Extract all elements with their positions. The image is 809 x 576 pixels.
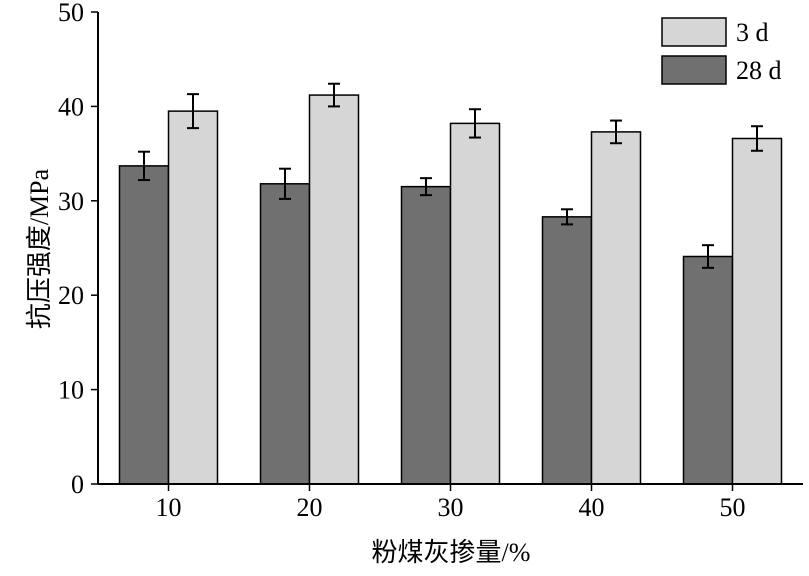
bar-28d-20 [259, 183, 311, 485]
legend: 3 d 28 d [661, 17, 782, 85]
bar-3d-40 [590, 131, 642, 485]
y-tick-label-50: 50 [58, 0, 84, 27]
legend-label-3d: 3 d [736, 18, 769, 47]
bar-28d-50 [682, 255, 734, 485]
error-bars-layer [138, 82, 763, 269]
bars-layer [118, 94, 783, 485]
x-axis-title: 粉煤灰掺量/% [372, 538, 531, 567]
bar-3d-20 [308, 94, 360, 485]
x-tick-label-10: 10 [156, 493, 182, 522]
bar-28d-10 [118, 165, 170, 485]
bar-28d-40 [541, 216, 593, 485]
y-axis-title: 抗压强度/MPa [25, 168, 54, 329]
y-tick-label-0: 0 [71, 470, 84, 499]
bar-28d-30 [400, 185, 452, 485]
x-tick-label-40: 40 [579, 493, 605, 522]
axes-layer: 10 20 30 40 50 0 10 20 30 40 50 [58, 0, 803, 522]
bar-3d-50 [731, 137, 783, 485]
x-tick-label-30: 30 [438, 493, 464, 522]
legend-swatch-3d [661, 17, 727, 47]
y-tick-label-10: 10 [58, 376, 84, 405]
bar-3d-30 [449, 122, 501, 485]
y-tick-label-40: 40 [58, 92, 84, 121]
y-tick-label-20: 20 [58, 281, 84, 310]
legend-label-28d: 28 d [736, 56, 782, 85]
x-tick-label-20: 20 [297, 493, 323, 522]
x-tick-label-50: 50 [720, 493, 746, 522]
legend-swatch-28d [661, 55, 727, 85]
y-tick-label-30: 30 [58, 187, 84, 216]
bar-3d-10 [167, 110, 219, 485]
